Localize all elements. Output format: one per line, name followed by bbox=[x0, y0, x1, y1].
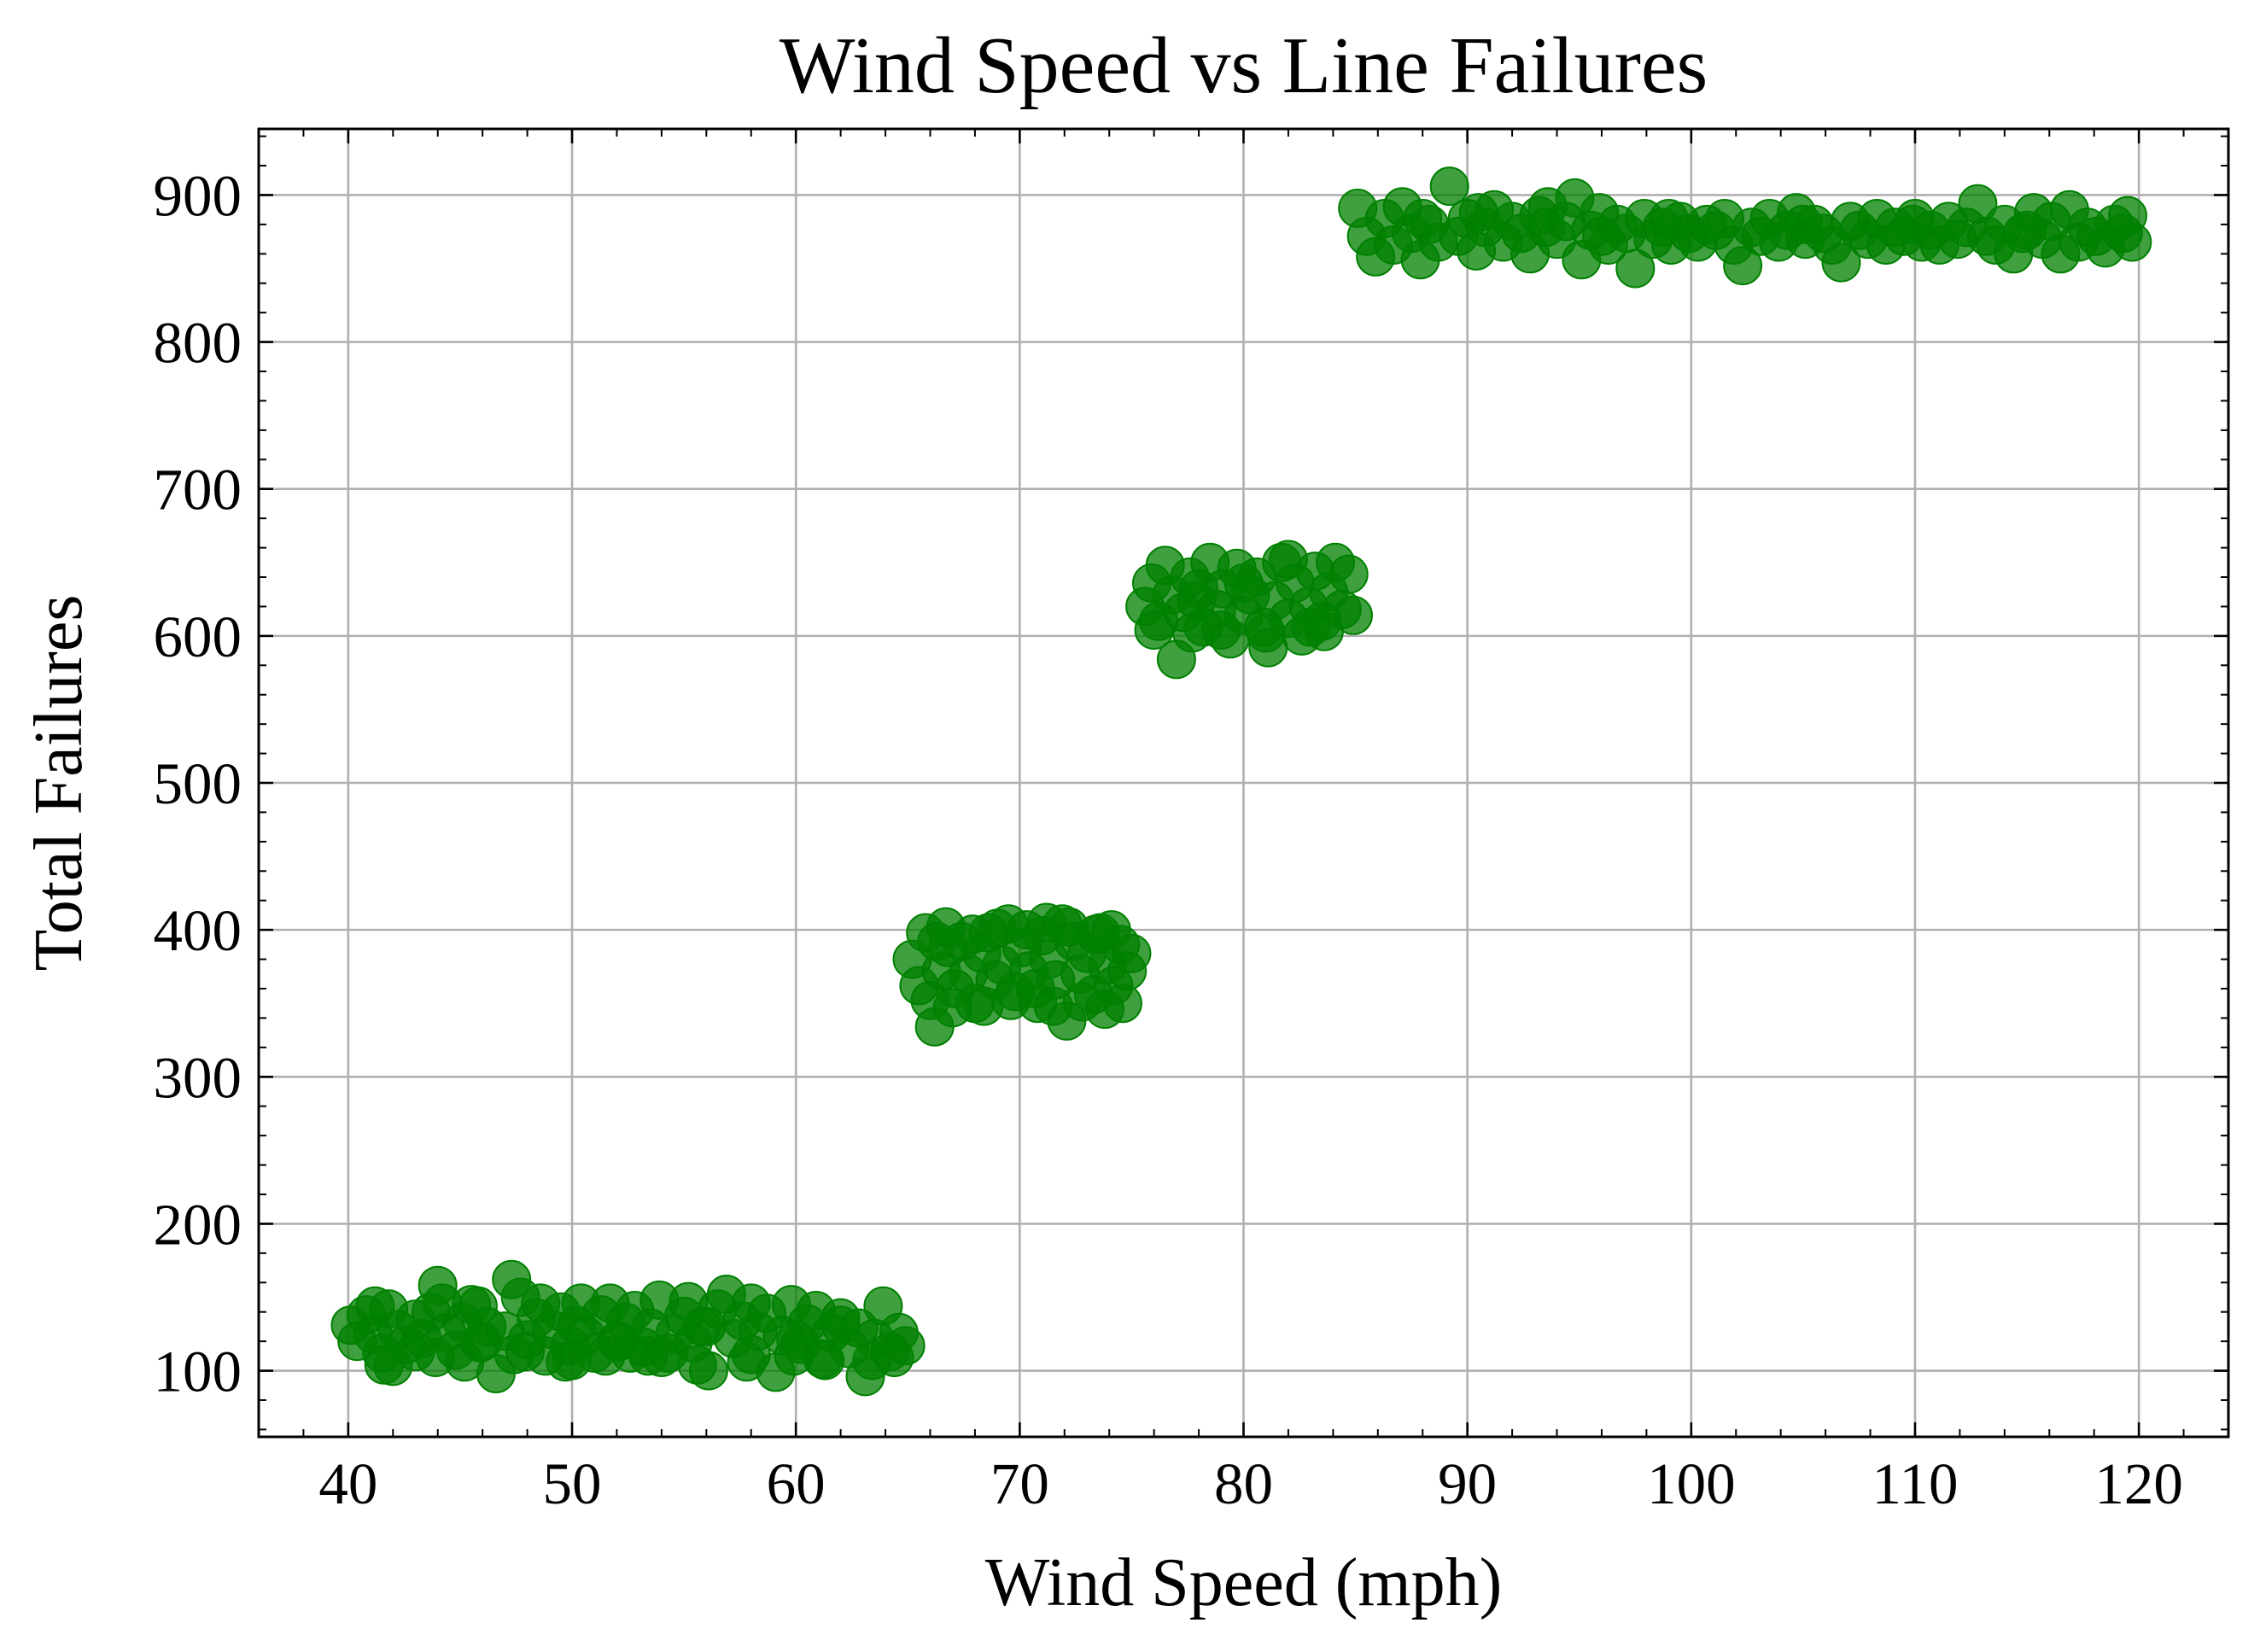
y-tick-label: 500 bbox=[154, 751, 242, 816]
x-axis-label: Wind Speed (mph) bbox=[985, 1545, 1503, 1620]
grid-lines bbox=[259, 129, 2228, 1437]
data-point bbox=[820, 1305, 861, 1346]
data-point bbox=[2007, 210, 2047, 250]
y-tick-label: 800 bbox=[154, 311, 242, 376]
data-point bbox=[1223, 563, 1264, 603]
data-point bbox=[1304, 611, 1344, 651]
data-point bbox=[505, 1332, 545, 1372]
tick-labels: 40 50 60 70 80 90 100 110 120 100 200 300 400 500 600 7… bbox=[154, 163, 2183, 1516]
x-tick-label: 80 bbox=[1214, 1451, 1273, 1516]
axis-ticks bbox=[258, 129, 2229, 1437]
data-point bbox=[1246, 613, 1286, 653]
y-tick-label: 400 bbox=[154, 898, 242, 963]
data-point bbox=[561, 1283, 601, 1323]
data-point bbox=[395, 1332, 435, 1372]
x-tick-label: 60 bbox=[767, 1451, 826, 1516]
y-tick-label: 100 bbox=[154, 1340, 242, 1404]
data-point bbox=[1783, 204, 1823, 244]
y-tick-label: 700 bbox=[154, 458, 242, 522]
data-point bbox=[803, 1339, 843, 1379]
x-tick-label: 70 bbox=[990, 1451, 1049, 1516]
chart-title: Wind Speed vs Line Failures bbox=[780, 21, 1708, 110]
y-tick-label: 900 bbox=[154, 163, 242, 228]
data-point bbox=[1268, 540, 1308, 580]
data-point bbox=[1403, 199, 1443, 238]
data-point bbox=[458, 1286, 498, 1326]
data-point bbox=[1458, 193, 1498, 233]
data-point bbox=[731, 1283, 771, 1323]
data-point bbox=[546, 1342, 586, 1382]
data-point bbox=[1649, 199, 1689, 238]
data-point bbox=[1134, 610, 1174, 650]
data-point bbox=[1201, 610, 1241, 650]
data-point bbox=[874, 1338, 914, 1377]
data-point bbox=[445, 1342, 485, 1382]
x-tick-label: 110 bbox=[1872, 1451, 1959, 1516]
data-point bbox=[669, 1281, 709, 1322]
x-tick-label: 100 bbox=[1647, 1451, 1736, 1516]
data-point bbox=[355, 1286, 395, 1326]
data-point bbox=[1615, 248, 1656, 289]
y-axis-label: Total Failures bbox=[21, 595, 96, 972]
data-point bbox=[727, 1342, 767, 1382]
data-point bbox=[1329, 554, 1369, 594]
x-tick-label: 40 bbox=[318, 1451, 377, 1516]
data-point bbox=[2108, 196, 2147, 236]
data-point bbox=[1895, 199, 1935, 238]
data-point bbox=[1582, 216, 1621, 256]
data-point bbox=[1723, 246, 1763, 286]
data-point bbox=[610, 1333, 651, 1373]
y-tick-label: 600 bbox=[154, 604, 242, 669]
data-point bbox=[1526, 207, 1566, 248]
data-point bbox=[677, 1345, 717, 1385]
y-tick-label: 200 bbox=[154, 1192, 242, 1257]
x-tick-label: 50 bbox=[543, 1451, 602, 1516]
x-tick-label: 120 bbox=[2094, 1451, 2183, 1516]
data-points bbox=[330, 166, 2152, 1397]
data-point bbox=[1091, 910, 1131, 950]
data-point bbox=[1179, 569, 1219, 609]
data-point bbox=[423, 1283, 462, 1323]
data-point bbox=[1102, 984, 1142, 1024]
y-tick-label: 300 bbox=[154, 1045, 242, 1110]
data-point bbox=[521, 1283, 561, 1323]
x-tick-label: 90 bbox=[1438, 1451, 1497, 1516]
data-point bbox=[1821, 242, 1861, 283]
data-point bbox=[1429, 166, 1469, 207]
